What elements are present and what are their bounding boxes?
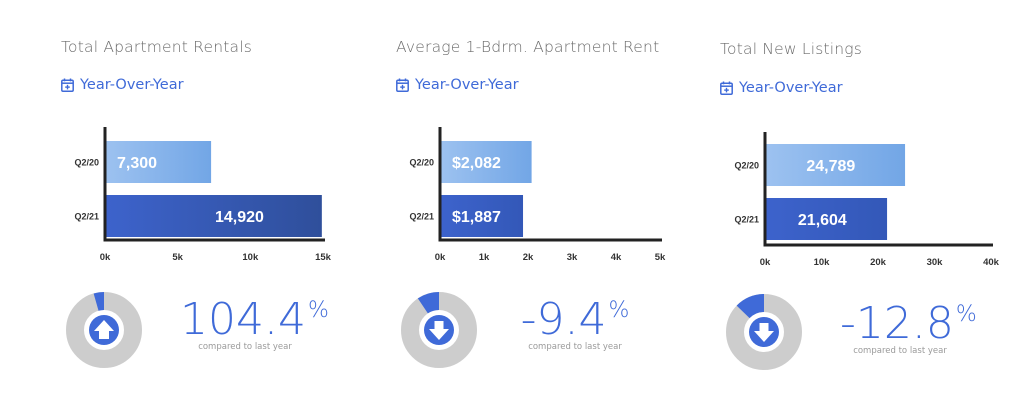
x-tick-label: 5k [655,252,666,263]
bar-q2-20 [765,144,906,186]
bar-q2-21 [440,195,524,237]
category-label: Q2/20 [409,158,434,168]
calendar-add-icon [396,78,409,92]
change-block: -9.4% compared to last year [520,298,630,353]
filter-label: Year-Over-Year [415,77,519,93]
change-block: 104.4% compared to last year [180,298,329,353]
donut-segment [93,292,104,311]
change-block: -12.8% compared to last year [840,302,977,357]
panel-average-rent: Average 1-Bdrm. Apartment Rent Year-Over… [340,0,680,414]
change-donut [726,294,802,370]
bar-q2-21 [105,195,322,237]
filter-label: Year-Over-Year [739,80,843,96]
x-tick-label: 4k [611,252,622,263]
x-tick-label: 0k [435,252,446,263]
change-value: -9.4 [520,294,607,345]
donut-segment [736,294,764,319]
value-label: $1,887 [452,209,501,226]
donut-segment [417,292,439,314]
filter-label: Year-Over-Year [80,77,184,93]
percent-sign: % [608,298,630,323]
year-over-year-filter[interactable]: Year-Over-Year [720,80,843,96]
bar-q2-20 [440,141,532,183]
value-label: 24,789 [806,158,855,175]
panel-total-apartment-rentals: Total Apartment Rentals Year-Over-Year Q… [0,0,340,414]
change-donut [66,292,142,368]
year-over-year-filter[interactable]: Year-Over-Year [61,77,184,93]
change-caption: compared to last year [528,342,622,352]
category-label: Q2/20 [734,161,759,171]
percent-sign: % [307,298,329,323]
x-tick-label: 0k [760,257,771,268]
value-label: $2,082 [452,155,501,172]
x-tick-label: 15k [315,252,332,263]
x-tick-label: 0k [100,252,111,263]
panel-total-new-listings: Total New Listings Year-Over-Year Q2/20 2… [680,0,1030,414]
change-donut [401,292,477,368]
calendar-add-icon [720,81,733,95]
change-percent: -9.4% [520,298,630,342]
bar-q2-20 [105,141,212,183]
change-value: 104.4 [180,294,306,345]
change-caption: compared to last year [853,346,947,356]
bar-chart: Q2/20 24,789 Q2/21 21,604 0k 10k 20k 30k 40k [734,132,1000,268]
x-tick-label: 10k [814,257,831,268]
bar-q2-21 [765,198,888,240]
percent-sign: % [955,302,977,327]
value-label: 21,604 [798,212,847,229]
panel-title: Total New Listings [720,40,863,58]
x-tick-label: 10k [242,252,259,263]
bar-chart: Q2/20 7,300 Q2/21 14,920 0k 5k 10k 15k [74,127,332,263]
x-tick-label: 2k [523,252,534,263]
x-tick-label: 40k [983,257,1000,268]
x-tick-label: 3k [567,252,578,263]
x-tick-label: 30k [927,257,944,268]
year-over-year-filter[interactable]: Year-Over-Year [396,77,519,93]
category-label: Q2/21 [74,212,99,222]
value-label: 7,300 [117,155,157,172]
bar-chart: Q2/20 $2,082 Q2/21 $1,887 0k 1k 2k 3k 4k 5k [409,127,666,263]
arrow-glyph [754,323,774,342]
arrow-glyph [429,321,449,340]
category-label: Q2/20 [74,158,99,168]
change-percent: -12.8% [840,302,977,346]
x-tick-label: 5k [172,252,183,263]
x-tick-label: 20k [870,257,887,268]
category-label: Q2/21 [734,215,759,225]
calendar-add-icon [61,78,74,92]
change-percent: 104.4% [180,298,329,342]
change-value: -12.8 [840,298,954,349]
change-caption: compared to last year [198,342,292,352]
category-label: Q2/21 [409,212,434,222]
panel-title: Total Apartment Rentals [61,38,252,56]
arrow-glyph [94,320,114,339]
value-label: 14,920 [215,209,264,226]
x-tick-label: 1k [479,252,490,263]
panel-title: Average 1-Bdrm. Apartment Rent [396,38,660,56]
